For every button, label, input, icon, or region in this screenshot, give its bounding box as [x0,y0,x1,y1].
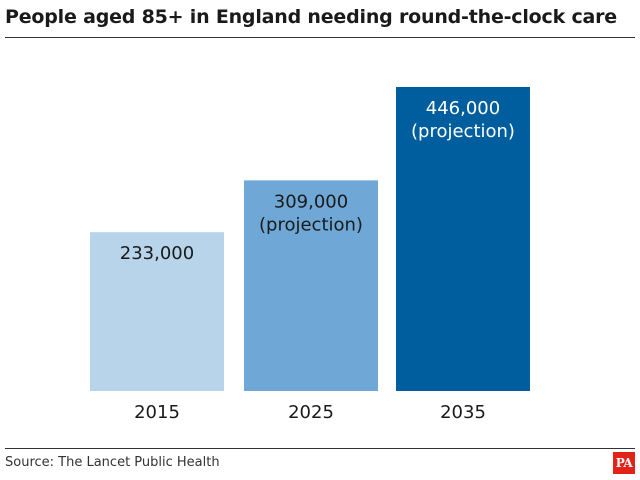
pa-logo: PA [613,452,635,474]
bar-annotation-2025: (projection) [259,214,363,235]
x-tick-label-2035: 2035 [440,402,486,423]
title-divider [5,37,635,38]
bar-2015 [90,232,224,391]
bar-2035 [396,87,530,391]
bar-value-label-2015: 233,000 [120,243,194,264]
bar-annotation-2035: (projection) [411,121,515,142]
bar-value-label-2025: 309,000 [274,191,348,212]
source-note: Source: The Lancet Public Health [5,455,220,470]
x-tick-label-2025: 2025 [288,402,334,423]
bar-value-label-2035: 446,000 [426,98,500,119]
bar-2025 [244,180,378,391]
footer-divider [5,448,635,449]
x-tick-label-2015: 2015 [134,402,180,423]
chart-title: People aged 85+ in England needing round… [5,6,617,28]
